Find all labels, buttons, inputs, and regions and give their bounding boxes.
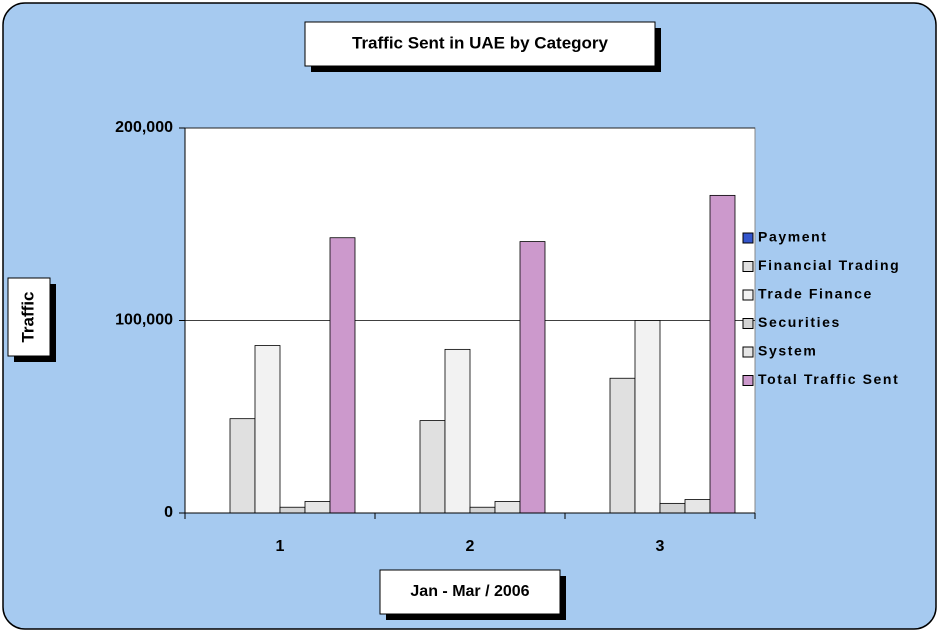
x-tick-label: 2 [466, 538, 475, 555]
legend-label: Securities [758, 314, 841, 330]
legend-label: Total Traffic Sent [758, 371, 899, 387]
bar [634, 320, 661, 514]
legend-swatch [742, 318, 754, 329]
legend-label: Financial Trading [758, 257, 900, 273]
title-box [304, 21, 656, 67]
x-tick-label: 3 [656, 538, 665, 555]
x-axis-label: Jan - Mar / 2006 [410, 583, 529, 600]
y-axis-label: Traffic [18, 291, 37, 342]
legend-swatch [742, 232, 754, 244]
bar [419, 420, 446, 514]
legend-label: Payment [758, 229, 828, 245]
legend-swatch [742, 261, 754, 272]
bar [329, 237, 356, 514]
bar [609, 377, 636, 514]
bar [659, 502, 686, 514]
bar [684, 499, 711, 514]
legend-label: Trade Finance [758, 286, 873, 302]
legend-swatch [742, 375, 754, 386]
y-tick-label: 200,000 [115, 119, 173, 136]
bar [494, 501, 521, 514]
y-tick-label: 0 [164, 504, 173, 521]
legend-swatch [742, 289, 754, 301]
bar [254, 345, 281, 514]
legend-swatch [742, 346, 754, 358]
bar [519, 241, 546, 514]
legend-label: System [758, 343, 817, 359]
y-tick-label: 100,000 [115, 312, 173, 329]
bar [304, 501, 331, 514]
bar [709, 194, 736, 514]
bar [444, 348, 471, 514]
x-label-box [379, 569, 561, 615]
x-tick-label: 1 [276, 538, 285, 555]
y-label-box [7, 277, 51, 357]
chart-title: Traffic Sent in UAE by Category [352, 33, 609, 52]
bar [229, 418, 256, 514]
bar [279, 506, 306, 514]
bar [469, 506, 496, 514]
